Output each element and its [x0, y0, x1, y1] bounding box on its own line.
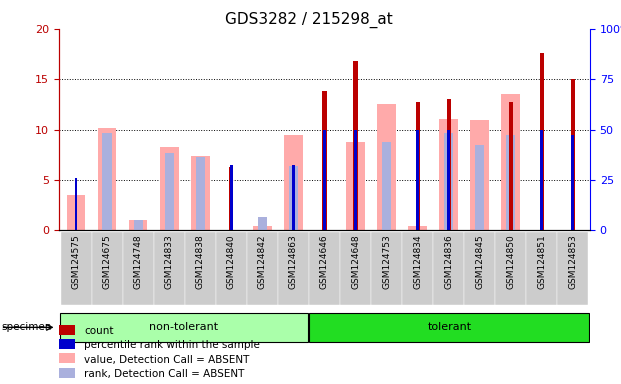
Bar: [353, 61, 358, 230]
Bar: [289, 166, 298, 230]
Bar: [446, 99, 451, 230]
Bar: [340, 232, 371, 305]
Bar: [230, 165, 233, 230]
Bar: [346, 142, 365, 230]
Bar: [415, 103, 420, 230]
Bar: [402, 232, 433, 305]
Bar: [134, 220, 143, 230]
Text: GSM124863: GSM124863: [289, 235, 298, 289]
Bar: [229, 167, 233, 230]
Bar: [165, 153, 174, 230]
Bar: [571, 135, 574, 230]
Text: GSM124833: GSM124833: [165, 235, 174, 289]
Bar: [540, 53, 544, 230]
Text: GSM124851: GSM124851: [537, 235, 546, 289]
Text: GSM124850: GSM124850: [506, 235, 515, 289]
Text: GDS3282 / 215298_at: GDS3282 / 215298_at: [225, 12, 392, 28]
Bar: [475, 145, 484, 230]
Bar: [377, 104, 396, 230]
Text: GSM124836: GSM124836: [444, 235, 453, 289]
Text: GSM124646: GSM124646: [320, 235, 329, 289]
Text: GSM124675: GSM124675: [102, 235, 112, 289]
Text: GSM124834: GSM124834: [413, 235, 422, 289]
Bar: [160, 147, 178, 230]
Bar: [433, 232, 464, 305]
Text: GSM124845: GSM124845: [475, 235, 484, 289]
Bar: [91, 232, 122, 305]
Bar: [60, 313, 308, 342]
Bar: [258, 217, 267, 230]
Bar: [495, 232, 526, 305]
Bar: [278, 232, 309, 305]
Text: GSM124748: GSM124748: [134, 235, 143, 289]
Bar: [416, 129, 419, 230]
Bar: [444, 132, 453, 230]
Bar: [184, 232, 215, 305]
Bar: [439, 119, 458, 230]
Bar: [59, 325, 75, 335]
Bar: [371, 232, 402, 305]
Text: GSM124575: GSM124575: [71, 235, 81, 289]
Bar: [196, 157, 205, 230]
Bar: [501, 94, 520, 230]
Bar: [509, 103, 513, 230]
Bar: [97, 127, 116, 230]
Bar: [154, 232, 184, 305]
Bar: [557, 232, 588, 305]
Text: specimen: specimen: [2, 322, 52, 333]
Text: GSM124838: GSM124838: [196, 235, 205, 289]
Text: percentile rank within the sample: percentile rank within the sample: [84, 340, 260, 351]
Bar: [309, 232, 340, 305]
Text: GSM124648: GSM124648: [351, 235, 360, 289]
Bar: [59, 354, 75, 364]
Text: GSM124842: GSM124842: [258, 235, 267, 289]
Bar: [253, 226, 271, 230]
Bar: [292, 165, 295, 230]
Bar: [247, 232, 278, 305]
Bar: [408, 226, 427, 230]
Text: GSM124753: GSM124753: [382, 235, 391, 289]
Bar: [191, 156, 209, 230]
Bar: [129, 220, 147, 230]
Bar: [447, 129, 450, 230]
Text: GSM124840: GSM124840: [227, 235, 236, 289]
Bar: [59, 368, 75, 378]
Text: rank, Detection Call = ABSENT: rank, Detection Call = ABSENT: [84, 369, 245, 379]
Text: non-tolerant: non-tolerant: [150, 322, 219, 333]
Bar: [323, 129, 326, 230]
Text: value, Detection Call = ABSENT: value, Detection Call = ABSENT: [84, 355, 250, 365]
Text: count: count: [84, 326, 114, 336]
Text: GSM124853: GSM124853: [568, 235, 578, 289]
Bar: [322, 91, 327, 230]
Bar: [284, 135, 302, 230]
Bar: [470, 119, 489, 230]
Bar: [66, 195, 85, 230]
Bar: [506, 135, 515, 230]
Bar: [464, 232, 495, 305]
Bar: [571, 79, 575, 230]
Bar: [354, 129, 357, 230]
Bar: [122, 232, 153, 305]
Bar: [309, 313, 589, 342]
Bar: [60, 232, 91, 305]
Bar: [215, 232, 247, 305]
Bar: [102, 132, 112, 230]
Bar: [540, 129, 543, 230]
Bar: [526, 232, 557, 305]
Bar: [382, 142, 391, 230]
Bar: [59, 339, 75, 349]
Text: tolerant: tolerant: [427, 322, 471, 333]
Bar: [75, 178, 78, 230]
